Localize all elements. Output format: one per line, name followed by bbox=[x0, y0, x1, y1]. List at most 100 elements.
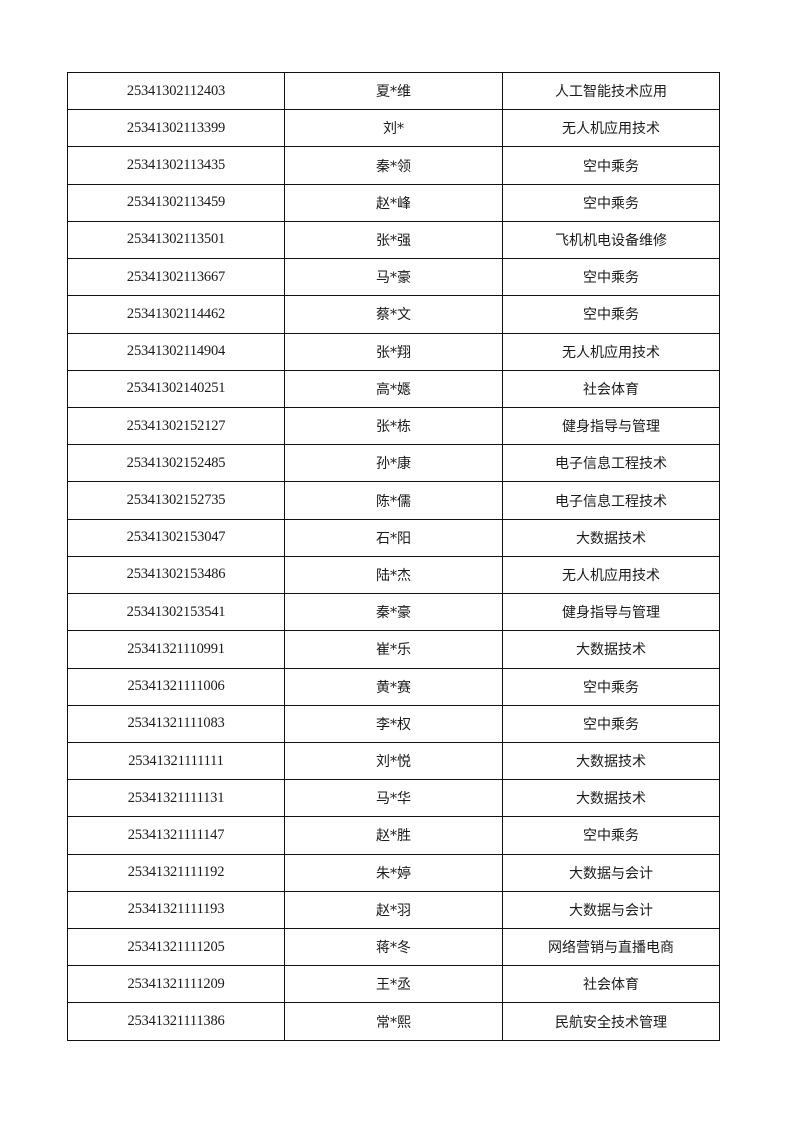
student-name-cell: 张*栋 bbox=[284, 406, 503, 446]
exam-number-cell: 25341302152127 bbox=[67, 406, 285, 446]
student-name-cell: 陈*儒 bbox=[284, 481, 503, 520]
table-row: 25341302113435 秦*领 空中乘务 bbox=[67, 146, 720, 185]
table-row: 25341302152735 陈*儒 电子信息工程技术 bbox=[67, 481, 720, 520]
table-row: 25341302153541 秦*豪 健身指导与管理 bbox=[67, 593, 720, 632]
table-row: 25341321111006 黄*赛 空中乘务 bbox=[67, 667, 720, 706]
major-cell: 空中乘务 bbox=[502, 295, 720, 334]
table-row: 25341321111209 王*丞 社会体育 bbox=[67, 965, 720, 1004]
table-body: 25341302112403 夏*维 人工智能技术应用 25341302113399 刘… bbox=[67, 71, 720, 1041]
exam-number-cell: 25341302113435 bbox=[67, 146, 285, 185]
exam-number-cell: 25341302153541 bbox=[67, 593, 285, 632]
major-cell: 健身指导与管理 bbox=[502, 406, 720, 446]
student-name-cell: 张*强 bbox=[284, 220, 503, 260]
major-cell: 大数据与会计 bbox=[502, 853, 720, 892]
student-name-cell: 赵*峰 bbox=[284, 183, 503, 222]
major-cell: 大数据技术 bbox=[502, 779, 720, 818]
exam-number-cell: 25341302113399 bbox=[67, 109, 285, 148]
table-row: 25341321111386 常*熙 民航安全技术管理 bbox=[67, 1002, 720, 1041]
table-row: 25341321111147 赵*胜 空中乘务 bbox=[67, 816, 720, 855]
student-name-cell: 黄*赛 bbox=[284, 667, 503, 706]
table-row: 25341302152485 孙*康 电子信息工程技术 bbox=[67, 444, 720, 483]
major-cell: 无人机应用技术 bbox=[502, 332, 720, 371]
exam-number-cell: 25341321111131 bbox=[67, 779, 285, 818]
table-row: 25341321111083 李*权 空中乘务 bbox=[67, 704, 720, 743]
exam-number-cell: 25341321111193 bbox=[67, 890, 285, 930]
major-cell: 无人机应用技术 bbox=[502, 109, 720, 148]
major-cell: 空中乘务 bbox=[502, 667, 720, 706]
exam-number-cell: 25341321111083 bbox=[67, 704, 285, 743]
major-cell: 电子信息工程技术 bbox=[502, 481, 720, 520]
major-cell: 社会体育 bbox=[502, 369, 720, 408]
exam-number-cell: 25341321111205 bbox=[67, 928, 285, 967]
exam-number-cell: 25341302152735 bbox=[67, 481, 285, 520]
table-row: 25341302113501 张*强 飞机机电设备维修 bbox=[67, 220, 720, 260]
major-cell: 飞机机电设备维修 bbox=[502, 220, 720, 260]
table-row: 25341302113459 赵*峰 空中乘务 bbox=[67, 183, 720, 222]
exam-number-cell: 25341302114904 bbox=[67, 332, 285, 371]
table-row: 25341302114462 蔡*文 空中乘务 bbox=[67, 295, 720, 334]
table-row: 25341302153486 陆*杰 无人机应用技术 bbox=[67, 555, 720, 595]
student-name-cell: 朱*婷 bbox=[284, 853, 503, 892]
student-name-cell: 赵*羽 bbox=[284, 890, 503, 930]
table-row: 25341302153047 石*阳 大数据技术 bbox=[67, 518, 720, 557]
exam-number-cell: 25341302153486 bbox=[67, 555, 285, 595]
student-name-cell: 李*权 bbox=[284, 704, 503, 743]
exam-number-cell: 25341302114462 bbox=[67, 295, 285, 334]
exam-number-cell: 25341302152485 bbox=[67, 444, 285, 483]
student-name-cell: 蒋*冬 bbox=[284, 928, 503, 967]
student-table: 25341302112403 夏*维 人工智能技术应用 25341302113399 刘… bbox=[67, 71, 720, 1041]
table-row: 25341302114904 张*翔 无人机应用技术 bbox=[67, 332, 720, 371]
major-cell: 健身指导与管理 bbox=[502, 593, 720, 632]
major-cell: 网络营销与直播电商 bbox=[502, 928, 720, 967]
major-cell: 空中乘务 bbox=[502, 146, 720, 185]
student-name-cell: 马*华 bbox=[284, 779, 503, 818]
student-name-cell: 夏*维 bbox=[284, 71, 503, 111]
exam-number-cell: 25341321111192 bbox=[67, 853, 285, 892]
table-row: 25341302152127 张*栋 健身指导与管理 bbox=[67, 406, 720, 446]
exam-number-cell: 25341321111147 bbox=[67, 816, 285, 855]
student-name-cell: 王*丞 bbox=[284, 965, 503, 1004]
table-row: 25341321111131 马*华 大数据技术 bbox=[67, 779, 720, 818]
student-name-cell: 刘*悦 bbox=[284, 741, 503, 781]
major-cell: 大数据技术 bbox=[502, 741, 720, 781]
exam-number-cell: 25341302112403 bbox=[67, 71, 285, 111]
student-name-cell: 常*熙 bbox=[284, 1002, 503, 1041]
major-cell: 电子信息工程技术 bbox=[502, 444, 720, 483]
major-cell: 无人机应用技术 bbox=[502, 555, 720, 595]
student-name-cell: 张*翔 bbox=[284, 332, 503, 371]
table-row: 25341321111111 刘*悦 大数据技术 bbox=[67, 741, 720, 781]
student-name-cell: 马*豪 bbox=[284, 258, 503, 297]
table-row: 25341302140251 高*嫕 社会体育 bbox=[67, 369, 720, 408]
major-cell: 空中乘务 bbox=[502, 816, 720, 855]
exam-number-cell: 25341302113459 bbox=[67, 183, 285, 222]
exam-number-cell: 25341302113501 bbox=[67, 220, 285, 260]
table-row: 25341321111205 蒋*冬 网络营销与直播电商 bbox=[67, 928, 720, 967]
student-name-cell: 孙*康 bbox=[284, 444, 503, 483]
exam-number-cell: 25341302140251 bbox=[67, 369, 285, 408]
exam-number-cell: 25341321110991 bbox=[67, 630, 285, 669]
exam-number-cell: 25341302153047 bbox=[67, 518, 285, 557]
student-name-cell: 崔*乐 bbox=[284, 630, 503, 669]
exam-number-cell: 25341321111006 bbox=[67, 667, 285, 706]
exam-number-cell: 25341302113667 bbox=[67, 258, 285, 297]
table-row: 25341302112403 夏*维 人工智能技术应用 bbox=[67, 71, 720, 111]
student-name-cell: 秦*豪 bbox=[284, 593, 503, 632]
student-name-cell: 赵*胜 bbox=[284, 816, 503, 855]
major-cell: 民航安全技术管理 bbox=[502, 1002, 720, 1041]
major-cell: 大数据与会计 bbox=[502, 890, 720, 930]
major-cell: 人工智能技术应用 bbox=[502, 71, 720, 111]
table-row: 25341302113399 刘* 无人机应用技术 bbox=[67, 109, 720, 148]
student-name-cell: 陆*杰 bbox=[284, 555, 503, 595]
table-row: 25341321110991 崔*乐 大数据技术 bbox=[67, 630, 720, 669]
table-row: 25341321111193 赵*羽 大数据与会计 bbox=[67, 890, 720, 930]
table-row: 25341321111192 朱*婷 大数据与会计 bbox=[67, 853, 720, 892]
major-cell: 社会体育 bbox=[502, 965, 720, 1004]
table-row: 25341302113667 马*豪 空中乘务 bbox=[67, 258, 720, 297]
major-cell: 空中乘务 bbox=[502, 258, 720, 297]
major-cell: 空中乘务 bbox=[502, 183, 720, 222]
student-name-cell: 高*嫕 bbox=[284, 369, 503, 408]
major-cell: 空中乘务 bbox=[502, 704, 720, 743]
student-name-cell: 石*阳 bbox=[284, 518, 503, 557]
exam-number-cell: 25341321111209 bbox=[67, 965, 285, 1004]
student-name-cell: 刘* bbox=[284, 109, 503, 148]
